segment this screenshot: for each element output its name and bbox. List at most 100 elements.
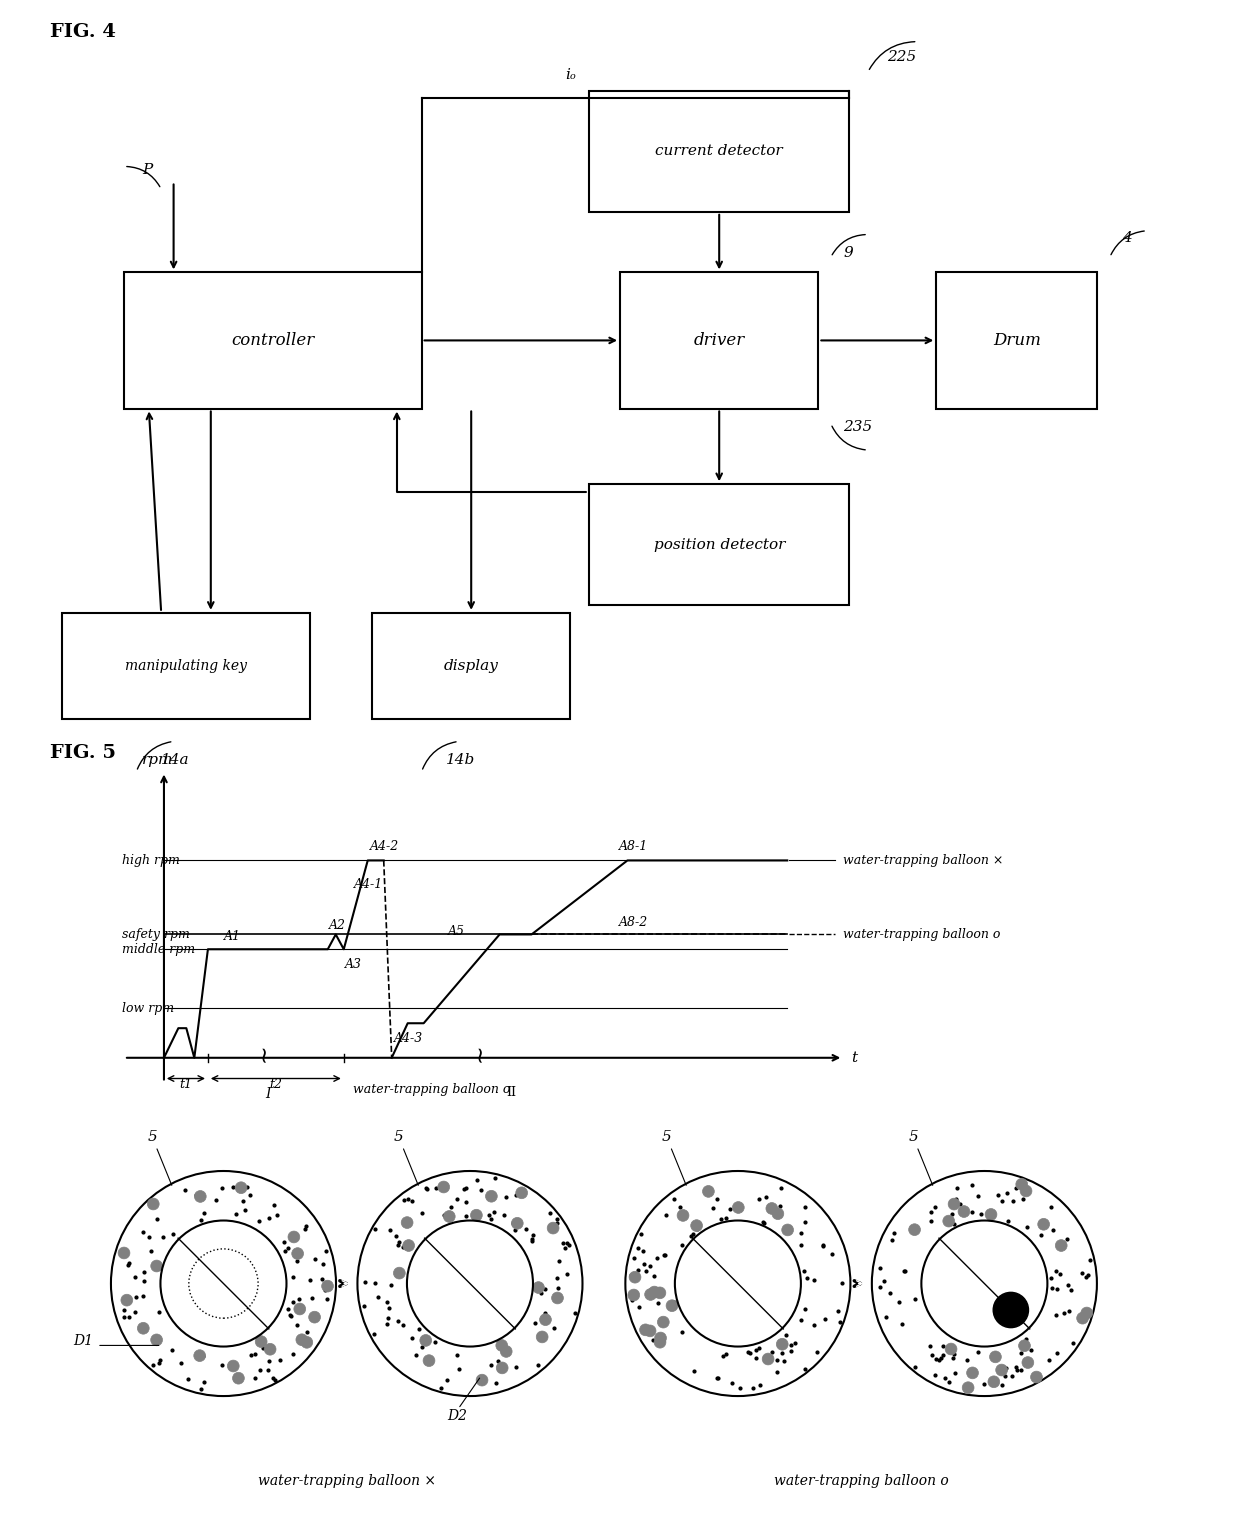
- Point: [314, 1251, 334, 1275]
- Circle shape: [393, 1268, 405, 1278]
- Point: [479, 1203, 498, 1227]
- Point: [368, 1285, 388, 1309]
- Point: [296, 1321, 316, 1345]
- Circle shape: [967, 1368, 978, 1378]
- Point: [244, 1342, 264, 1366]
- Text: manipulating key: manipulating key: [125, 658, 247, 673]
- Point: [880, 1280, 900, 1304]
- Point: [141, 1239, 161, 1263]
- Point: [516, 1216, 536, 1241]
- Circle shape: [653, 1288, 666, 1298]
- Circle shape: [996, 1365, 1008, 1375]
- Point: [905, 1288, 925, 1312]
- Circle shape: [776, 1339, 789, 1350]
- Circle shape: [655, 1336, 666, 1348]
- Point: [1007, 1356, 1027, 1380]
- Point: [1016, 1327, 1035, 1351]
- Point: [355, 1294, 374, 1318]
- Text: 5: 5: [148, 1130, 157, 1144]
- Text: middle rpm: middle rpm: [123, 943, 196, 956]
- Point: [805, 1313, 825, 1337]
- Text: position detector: position detector: [653, 537, 785, 552]
- Point: [259, 1206, 279, 1230]
- Point: [1022, 1337, 1042, 1362]
- Point: [663, 1289, 683, 1313]
- Point: [703, 1195, 723, 1219]
- Circle shape: [533, 1282, 544, 1294]
- Point: [1075, 1265, 1095, 1289]
- Point: [544, 1316, 564, 1341]
- Circle shape: [539, 1313, 552, 1325]
- Circle shape: [1038, 1218, 1049, 1230]
- Point: [549, 1248, 569, 1272]
- Point: [1012, 1341, 1032, 1365]
- Circle shape: [516, 1186, 527, 1198]
- Text: 5: 5: [662, 1130, 672, 1144]
- Point: [920, 1333, 940, 1357]
- Text: FIG. 5: FIG. 5: [50, 744, 115, 763]
- Point: [994, 1363, 1014, 1387]
- Point: [1050, 1262, 1070, 1286]
- Point: [284, 1342, 304, 1366]
- Point: [125, 1300, 145, 1324]
- Point: [267, 1203, 286, 1227]
- Point: [241, 1183, 260, 1207]
- Point: [1003, 1189, 1023, 1213]
- Point: [237, 1176, 257, 1200]
- Point: [996, 1356, 1016, 1380]
- Point: [791, 1309, 811, 1333]
- Point: [925, 1195, 945, 1219]
- Circle shape: [645, 1325, 656, 1337]
- Point: [389, 1230, 409, 1254]
- Point: [795, 1209, 815, 1233]
- Point: [893, 1312, 913, 1336]
- Point: [1045, 1303, 1065, 1327]
- Point: [162, 1223, 182, 1247]
- Point: [652, 1310, 672, 1334]
- Point: [1058, 1272, 1078, 1297]
- Point: [634, 1251, 653, 1275]
- Point: [869, 1275, 889, 1300]
- FancyBboxPatch shape: [124, 272, 422, 409]
- Point: [387, 1224, 407, 1248]
- Text: rpm: rpm: [141, 752, 174, 767]
- Text: FIG. 4: FIG. 4: [50, 23, 115, 41]
- Point: [175, 1177, 195, 1201]
- Point: [944, 1342, 963, 1366]
- Point: [171, 1351, 191, 1375]
- Point: [398, 1188, 418, 1212]
- Point: [355, 1269, 374, 1294]
- Circle shape: [993, 1292, 1028, 1327]
- Point: [548, 1275, 568, 1300]
- Circle shape: [536, 1331, 548, 1344]
- Text: I: I: [265, 1088, 270, 1101]
- Point: [303, 1286, 322, 1310]
- Circle shape: [942, 1215, 955, 1227]
- Point: [402, 1189, 422, 1213]
- Point: [708, 1366, 728, 1390]
- Point: [418, 1177, 438, 1201]
- Point: [454, 1177, 474, 1201]
- Point: [832, 1271, 852, 1295]
- Point: [412, 1336, 432, 1360]
- Point: [249, 1209, 269, 1233]
- Point: [756, 1185, 776, 1209]
- Point: [486, 1371, 506, 1395]
- Point: [1047, 1277, 1066, 1301]
- Point: [403, 1327, 423, 1351]
- Point: [379, 1295, 399, 1319]
- Point: [815, 1307, 835, 1331]
- Point: [154, 1226, 174, 1250]
- Point: [934, 1333, 954, 1357]
- Circle shape: [547, 1223, 559, 1235]
- Point: [119, 1253, 139, 1277]
- Point: [144, 1353, 164, 1377]
- Text: low rpm: low rpm: [123, 1002, 175, 1015]
- Circle shape: [301, 1336, 312, 1348]
- Point: [223, 1174, 243, 1198]
- Point: [828, 1300, 848, 1324]
- Point: [672, 1321, 692, 1345]
- Circle shape: [438, 1182, 450, 1192]
- Point: [133, 1285, 153, 1309]
- Text: water-trapping balloon o: water-trapping balloon o: [774, 1474, 949, 1487]
